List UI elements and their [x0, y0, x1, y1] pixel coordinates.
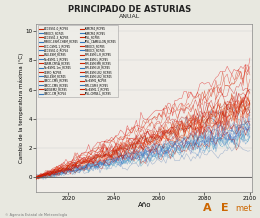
Y-axis label: Cambio de la temperatura máxima (°C): Cambio de la temperatura máxima (°C) [18, 53, 24, 163]
Text: ANUAL: ANUAL [119, 14, 141, 19]
Legend: ACCESS1-0_RCP85, MIROC5_RCP45, ACCESS1-3_RCP85, MIROC-ESM-CHEM_RCP45, BCC-CSM1-1: ACCESS1-0_RCP85, MIROC5_RCP45, ACCESS1-3… [38, 25, 118, 97]
Text: E: E [221, 203, 229, 213]
Text: met: met [235, 204, 252, 213]
Text: © Agencia Estatal de Meteorología: © Agencia Estatal de Meteorología [5, 213, 67, 217]
X-axis label: Año: Año [138, 202, 151, 208]
Text: A: A [203, 203, 211, 213]
Text: PRINCIPADO DE ASTURIAS: PRINCIPADO DE ASTURIAS [68, 5, 192, 14]
